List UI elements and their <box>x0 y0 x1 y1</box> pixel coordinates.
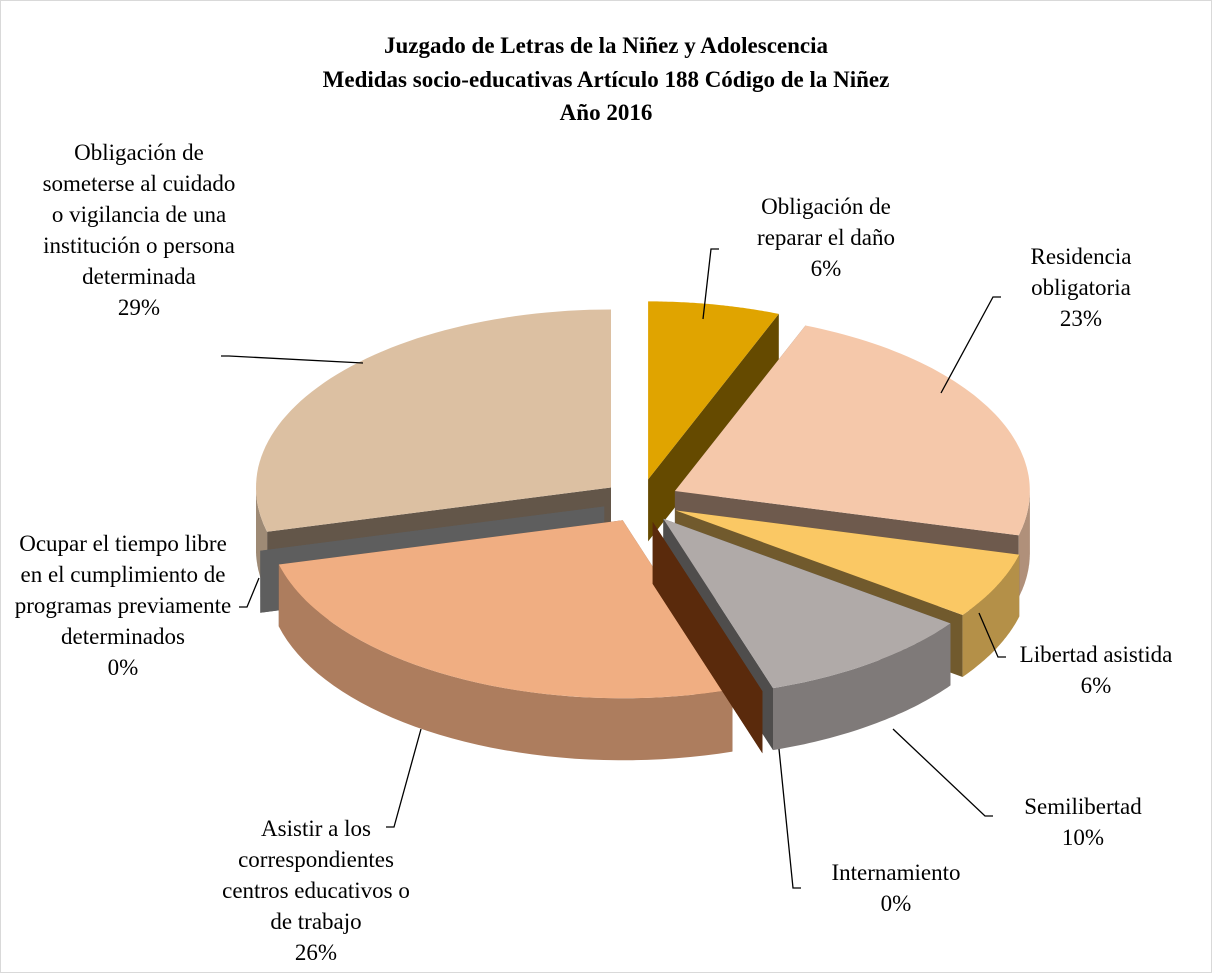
slice <box>278 520 733 699</box>
category-label: Internamiento <box>831 860 961 885</box>
leader-line <box>702 248 719 320</box>
value-label: 6% <box>810 256 842 281</box>
slice <box>674 325 1030 536</box>
value-label: 23% <box>1059 306 1103 331</box>
category-label: Obligación de reparar el daño <box>757 194 895 250</box>
data-label: Obligación de reparar el daño 6% <box>736 191 916 284</box>
category-label: Residencia obligatoria <box>1030 244 1132 300</box>
category-label: Semilibertad <box>1024 794 1142 819</box>
data-label: Asistir a los correspondientes centros e… <box>209 813 424 968</box>
chart-title: Año 2016 <box>559 100 653 125</box>
value-label: 0% <box>880 891 912 916</box>
slice <box>256 309 611 532</box>
data-label: Semilibertad 10% <box>1003 791 1163 853</box>
slice-wall <box>773 623 951 751</box>
leader-line <box>892 728 993 817</box>
data-label: Internamiento 0% <box>806 857 986 919</box>
leader-line <box>386 728 422 828</box>
leader-line <box>221 355 364 364</box>
value-label: 10% <box>1061 825 1105 850</box>
slice-wall <box>962 554 1020 677</box>
chart-title: Medidas socio-educativas Artículo 188 Có… <box>322 67 890 92</box>
slice-wall <box>1018 491 1030 598</box>
data-label: Obligación de someterse al cuidado o vig… <box>39 137 239 323</box>
slice <box>663 518 951 689</box>
value-label: 26% <box>294 940 338 965</box>
leader-line <box>978 612 1006 658</box>
category-label: Ocupar el tiempo libre en el cumplimient… <box>14 531 232 649</box>
slice-side <box>652 521 763 754</box>
data-label: Residencia obligatoria 23% <box>1006 241 1156 334</box>
value-label: 6% <box>1080 673 1112 698</box>
slice <box>675 510 1020 615</box>
value-label: 0% <box>107 655 139 680</box>
slice-wall <box>278 564 733 761</box>
slice <box>648 301 779 480</box>
category-label: Obligación de someterse al cuidado o vig… <box>42 140 236 289</box>
data-label: Libertad asistida 6% <box>996 639 1196 701</box>
category-label: Libertad asistida <box>1019 642 1173 667</box>
leader-line <box>940 296 1001 394</box>
leader-line <box>778 748 801 889</box>
data-label: Ocupar el tiempo libre en el cumplimient… <box>8 528 238 683</box>
category-label: Asistir a los correspondientes centros e… <box>222 816 410 934</box>
value-label: 29% <box>117 295 161 320</box>
chart-title: Juzgado de Letras de la Niñez y Adolesce… <box>384 33 828 58</box>
leader-line <box>239 577 260 608</box>
